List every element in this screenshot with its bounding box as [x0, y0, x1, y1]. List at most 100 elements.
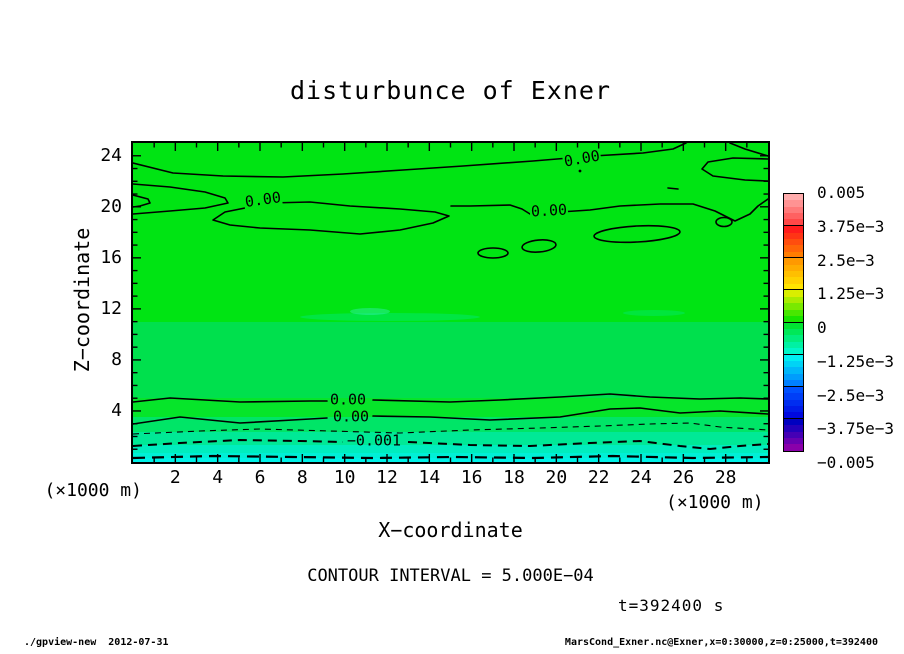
x-tick-label: 16	[460, 467, 483, 488]
colorbar-strip	[784, 238, 803, 246]
colorbar-strip	[784, 438, 803, 445]
colorbar-strip	[784, 296, 803, 304]
y-tick-label: 16	[100, 246, 122, 268]
colorbar-label: 1.25e−3	[817, 284, 885, 304]
contour-zero-low2	[372, 407, 768, 421]
colorbar-strip	[784, 419, 803, 426]
colorbar-segment	[783, 193, 804, 227]
colorbar-segment	[783, 225, 804, 259]
y-tick-label: 8	[111, 348, 122, 370]
colorbar-strip	[784, 245, 803, 252]
x-tick-label: 20	[545, 467, 568, 488]
colorbar-label: 0.005	[817, 183, 866, 202]
x-tick-label: 26	[672, 467, 695, 488]
colorbar-strip	[784, 386, 803, 394]
colorbar-label: −1.25e−3	[817, 351, 895, 371]
x-axis-title: X−coordinate	[378, 518, 523, 542]
plot-area	[131, 141, 770, 464]
x-tick-label: 14	[418, 467, 441, 488]
colorbar-strip	[784, 348, 803, 355]
x-tick-label: 24	[630, 467, 652, 488]
y-tick-label: 24	[100, 144, 122, 166]
contour-value-label: 0.00	[529, 200, 569, 221]
contour-zero-low2	[133, 416, 328, 425]
colorbar-strip	[784, 315, 803, 323]
x-tick-label: 18	[503, 467, 525, 488]
contour-neg-0005	[133, 422, 768, 435]
y-tick-label: 12	[100, 297, 122, 319]
colorbar-segment	[783, 385, 804, 420]
y-tick-label: 4	[111, 399, 122, 421]
x-unit-left-label: (×1000 m)	[44, 480, 142, 501]
contour-oval	[715, 216, 733, 228]
fill-streak	[623, 310, 685, 316]
colorbar-strip	[784, 194, 803, 201]
colorbar-strip	[784, 283, 803, 291]
contour-svg	[133, 143, 768, 462]
colorbar-strip	[784, 361, 803, 368]
colorbar-strip	[784, 264, 803, 271]
contour-value-label: −0.001	[346, 431, 402, 450]
x-tick-label: 4	[212, 467, 224, 488]
contour-neg-001	[407, 439, 768, 451]
fill-streak	[350, 308, 390, 315]
colorbar-strip	[784, 412, 803, 419]
colorbar	[783, 193, 804, 452]
x-unit-right-label: (×1000 m)	[666, 492, 764, 513]
x-tick-label: 6	[254, 467, 266, 488]
axis-ticks	[133, 143, 768, 462]
colorbar-strip	[784, 206, 803, 214]
colorbar-segment	[783, 418, 804, 452]
colorbar-label: −2.5e−3	[817, 385, 885, 405]
contour-left-nub	[133, 194, 151, 208]
colorbar-strip	[784, 335, 803, 342]
x-tick-label: 10	[333, 467, 356, 488]
contour-oval	[521, 239, 557, 253]
contour-dot	[578, 169, 582, 173]
colorbar-strip	[784, 380, 803, 387]
colorbar-strip	[784, 322, 803, 329]
colorbar-strip	[784, 405, 803, 413]
contour-value-label: 0.00	[329, 390, 367, 409]
colorbar-strip	[784, 251, 803, 258]
contour-corner-blob	[701, 157, 768, 182]
footer-command-line: ./gpview-new 2012-07-31	[24, 637, 169, 648]
contour-fragment	[667, 187, 679, 190]
colorbar-strip	[784, 200, 803, 207]
y-tick-label: 20	[100, 195, 122, 217]
colorbar-label: −0.005	[817, 453, 875, 472]
time-annotation: t=392400 s	[618, 596, 725, 615]
colorbar-strip	[784, 399, 803, 406]
contour-zero-low1	[372, 393, 768, 403]
colorbar-strip	[784, 213, 803, 220]
contour-left-tongue	[133, 183, 229, 215]
x-tick-label: 28	[714, 467, 737, 488]
contour-oval	[477, 247, 509, 259]
colorbar-strip	[784, 425, 803, 432]
colorbar-strip	[784, 393, 803, 400]
x-tick-label: 22	[587, 467, 610, 488]
contour-neg-0015	[133, 454, 768, 460]
colorbar-strip	[784, 354, 803, 362]
colorbar-strip	[784, 367, 803, 374]
colorbar-strip	[784, 277, 803, 284]
contour-zero-top	[133, 143, 687, 178]
fill-streak	[300, 313, 480, 321]
colorbar-label: 3.75e−3	[817, 216, 885, 236]
colorbar-strip	[784, 444, 803, 451]
contour-oval	[593, 224, 681, 244]
colorbar-strip	[784, 271, 803, 278]
contour-neg-001	[133, 438, 344, 447]
colorbar-strip	[784, 373, 803, 381]
colorbar-strip	[784, 431, 803, 439]
colorbar-segment	[783, 321, 804, 356]
colorbar-strip	[784, 232, 803, 239]
contour-corner-cut	[729, 143, 768, 157]
colorbar-label: −3.75e−3	[817, 419, 895, 439]
x-tick-label: 2	[169, 467, 181, 488]
plot-title: disturbunce of Exner	[289, 76, 612, 105]
colorbar-segment	[783, 289, 804, 324]
colorbar-label: 0	[817, 318, 827, 337]
contour-value-label: 0.00	[332, 407, 370, 426]
